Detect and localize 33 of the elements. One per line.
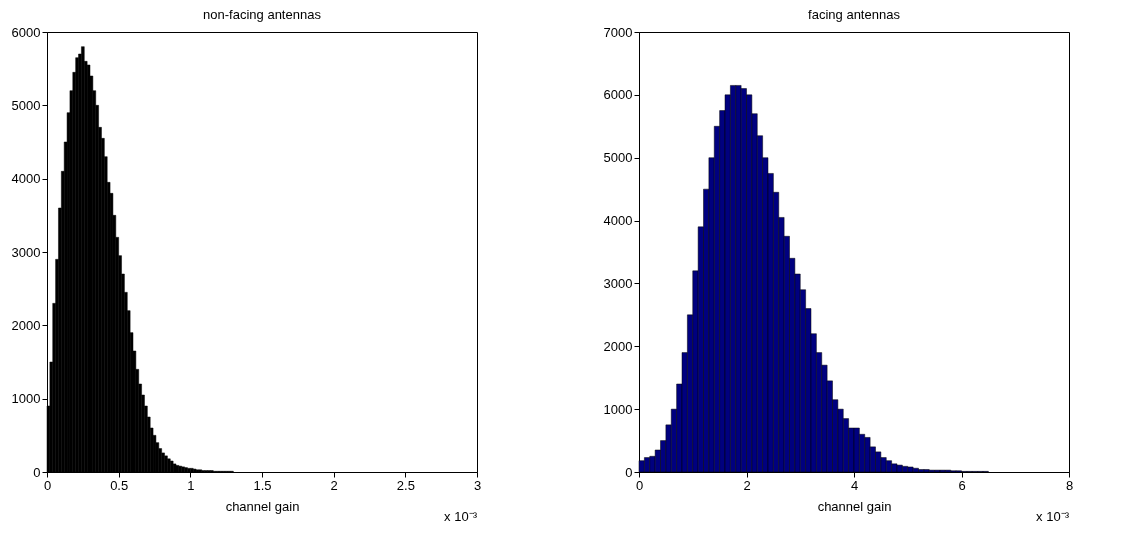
x-tick-label: 4	[850, 477, 859, 493]
x-tick-label: 6	[958, 477, 966, 493]
chart-title: non-facing antennas	[203, 7, 322, 22]
chart-title: facing antennas	[808, 7, 901, 22]
y-tick-label: 1000	[11, 391, 41, 407]
y-tick-label: 1000	[603, 401, 633, 417]
y-tick-label: 6000	[11, 24, 41, 40]
x-tick-label: 1	[187, 477, 195, 493]
y-tick-label: 2000	[11, 317, 41, 333]
x-tick-label: 3	[473, 477, 482, 493]
x-tick-label: 1.5	[253, 477, 272, 493]
x-tick-label: 2	[743, 477, 751, 493]
y-tick-label: 2000	[603, 338, 633, 354]
y-tick-label: 4000	[603, 213, 633, 229]
y-tick-label: 3000	[603, 275, 633, 291]
x-tick-label: 0	[635, 477, 644, 493]
x-tick-label: 2.5	[396, 477, 415, 493]
y-tick-label: 3000	[11, 244, 41, 260]
x-tick-label: 0.5	[110, 477, 129, 493]
y-tick-label: 7000	[603, 24, 633, 40]
y-tick-label: 5000	[11, 97, 41, 113]
x-tick-label: 0	[43, 477, 52, 493]
x-axis-title: channel gain	[225, 498, 300, 514]
x-tick-label: 2	[330, 477, 338, 493]
x-axis-title: channel gain	[817, 498, 892, 514]
text: x 10⁻³	[444, 509, 478, 524]
y-tick-label: 6000	[603, 87, 633, 103]
text: x 10⁻³	[1036, 509, 1070, 524]
y-tick-label: 4000	[11, 171, 41, 187]
y-tick-label: 5000	[603, 150, 633, 166]
y-tick-label: 0	[33, 464, 41, 480]
y-tick-label: 0	[625, 464, 633, 480]
x-tick-label: 8	[1065, 477, 1074, 493]
